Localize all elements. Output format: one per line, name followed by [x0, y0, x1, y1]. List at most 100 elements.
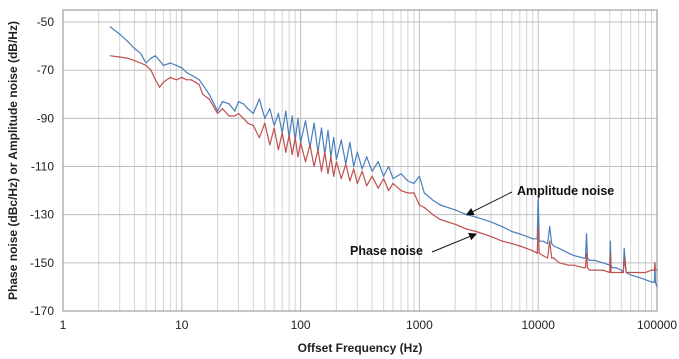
amplitude-noise-point — [194, 76, 196, 78]
x-tick-label: 1 — [60, 318, 67, 332]
amplitude-noise-point — [313, 122, 315, 124]
phase-noise-point — [327, 173, 329, 175]
amplitude-noise-point — [119, 33, 121, 35]
phase-noise-point — [335, 161, 337, 163]
phase-noise-point — [181, 76, 183, 78]
phase-noise-point — [159, 86, 161, 88]
amplitude-noise-point — [162, 64, 164, 66]
phase-noise-point — [551, 257, 553, 259]
phase-noise-point — [602, 269, 604, 271]
phase-noise-point — [140, 62, 142, 64]
phase-noise-point — [653, 269, 656, 271]
phase-noise-point — [273, 127, 275, 129]
amplitude-noise-point — [371, 170, 373, 172]
amplitude-noise-point — [340, 139, 342, 141]
amplitude-noise-point — [190, 74, 192, 76]
phase-noise-point — [609, 252, 612, 254]
phase-noise-point — [549, 240, 551, 242]
phase-noise-point — [542, 255, 544, 257]
amplitude-noise-point — [549, 226, 551, 228]
amplitude-noise-point — [630, 274, 632, 276]
amplitude-noise-point — [154, 55, 156, 57]
amplitude-noise-point — [501, 226, 503, 228]
amplitude-noise-point — [252, 112, 254, 115]
phase-noise-point — [586, 267, 589, 269]
phase-noise-point — [656, 269, 658, 271]
amplitude-noise-point — [320, 127, 323, 129]
x-tick-label: 100 — [291, 318, 311, 332]
phase-noise-line — [110, 55, 657, 274]
annotations: Amplitude noise Phase noise — [350, 184, 614, 258]
phase-noise-point — [119, 56, 121, 58]
amplitude-noise-point — [432, 199, 434, 201]
amplitude-noise-point — [423, 192, 425, 194]
amplitude-noise-point — [623, 247, 625, 249]
phase-noise-point — [501, 240, 503, 242]
y-tick-label: -110 — [31, 160, 54, 174]
phase-noise-point — [383, 178, 385, 180]
amplitude-noise-point — [277, 112, 279, 115]
phase-noise-point — [208, 98, 210, 100]
phase-noise-point — [127, 57, 129, 59]
amplitude-noise-point — [526, 235, 528, 237]
amplitude-noise-point — [582, 257, 585, 259]
amplitude-noise-point — [361, 168, 363, 170]
amplitude-noise-point — [573, 255, 575, 257]
amplitude-noise-point — [519, 233, 521, 235]
phase-noise-point — [190, 79, 192, 81]
phase-noise-point — [537, 226, 539, 228]
amplitude-noise-point — [407, 180, 409, 182]
phase-noise-point — [371, 175, 373, 177]
amplitude-noise-point — [335, 158, 337, 160]
phase-noise-point — [145, 64, 147, 66]
amplitude-noise-point — [297, 117, 299, 119]
amplitude-noise-point — [588, 259, 591, 261]
amplitude-noise-point — [475, 216, 477, 218]
phase-noise-point — [654, 269, 657, 271]
phase-noise-point — [400, 190, 402, 192]
amplitude-noise-point — [258, 98, 260, 100]
phase-noise-point — [615, 271, 617, 274]
phase-noise-point — [285, 151, 287, 153]
phase-noise-point — [638, 271, 640, 274]
amplitude-noise-point — [356, 151, 358, 153]
amplitude-noise-point — [291, 115, 293, 117]
amplitude-noise-point — [145, 62, 147, 64]
phase-noise-point — [353, 168, 355, 170]
phase-noise-point — [247, 122, 249, 124]
phase-noise-point — [169, 76, 171, 78]
amplitude-noise-point — [169, 62, 171, 64]
y-tick-label: -170 — [30, 304, 54, 318]
amplitude-noise-point — [585, 233, 588, 235]
phase-noise-point — [198, 84, 200, 86]
amplitude-noise-point — [133, 47, 136, 50]
phase-noise-point — [407, 192, 409, 194]
phase-noise-point — [194, 81, 196, 83]
annotation-label: Amplitude noise — [517, 184, 614, 198]
phase-noise-point — [150, 69, 152, 71]
phase-noise-point — [242, 117, 244, 119]
phase-noise-point — [324, 151, 326, 153]
phase-noise-point — [175, 79, 177, 81]
phase-noise-point — [623, 257, 625, 259]
amplitude-noise-point — [353, 165, 355, 168]
annotation-arrow — [431, 232, 478, 253]
amplitude-noise-point — [150, 57, 152, 59]
amplitude-noise-point — [237, 100, 240, 103]
amplitude-noise-point — [140, 52, 142, 54]
amplitude-noise-point — [537, 194, 539, 196]
phase-noise-point — [594, 269, 596, 271]
amplitude-noise-point — [242, 103, 244, 105]
plot-area-border — [62, 9, 658, 312]
phase-noise-point — [423, 206, 425, 209]
amplitude-noise-point — [454, 209, 456, 211]
phase-noise-point — [573, 264, 575, 266]
amplitude-noise-point — [198, 79, 200, 81]
phase-noise-point — [300, 141, 302, 143]
phase-noise-point — [252, 125, 254, 127]
amplitude-noise-line — [109, 26, 658, 288]
y-tick-label: -90 — [37, 111, 55, 125]
phase-noise-point — [466, 228, 468, 230]
amplitude-noise-point — [558, 247, 560, 249]
y-tick-label: -150 — [30, 256, 54, 270]
